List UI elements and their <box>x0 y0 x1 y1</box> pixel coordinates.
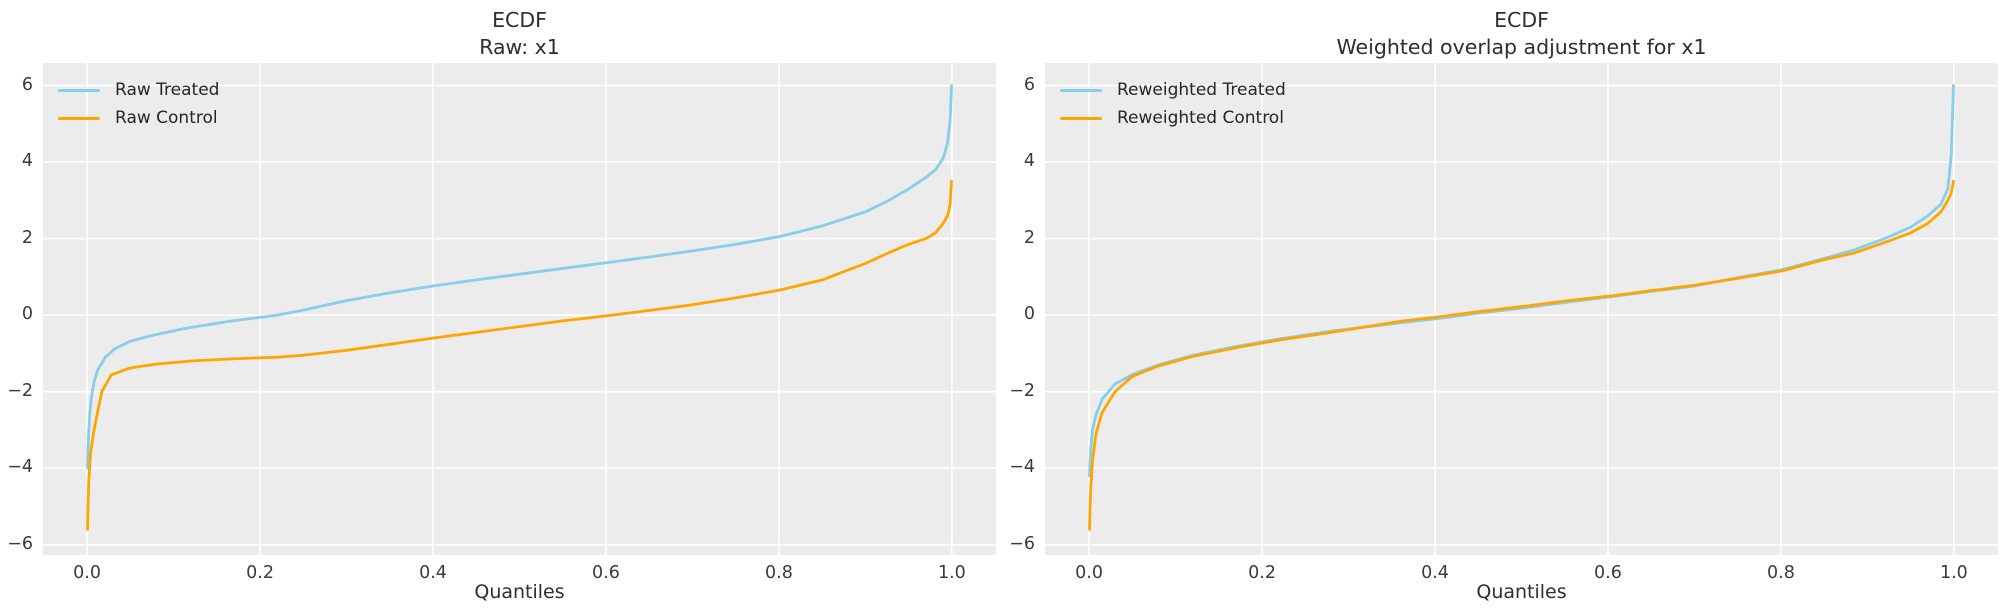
raw-treated-line-swatch <box>58 88 100 92</box>
x-tick-label: 0.8 <box>765 563 793 583</box>
x-tick-label: 1.0 <box>937 563 966 583</box>
series-line-raw-treated <box>86 84 953 470</box>
raw-control-line-swatch <box>58 116 100 120</box>
x-tick-label: 0.8 <box>1767 563 1795 583</box>
y-tick-label: −6 <box>7 533 33 554</box>
y-tick-label: −2 <box>1009 380 1035 401</box>
y-tick-label: 0 <box>1023 304 1035 325</box>
left-plot-legend: Raw Treated Raw Control <box>58 76 219 132</box>
x-tick-label: 0.0 <box>73 563 102 583</box>
legend-row-raw-control: Raw Control <box>58 104 219 132</box>
reweighted-treated-label: Reweighted Treated <box>1117 80 1286 100</box>
x-tick-label: 0.6 <box>592 563 620 583</box>
right-plot-title-line2: Weighted overlap adjustment for x1 <box>1336 35 1707 59</box>
y-tick-label: −2 <box>7 380 33 401</box>
right-plot-xlabel: Quantiles <box>1476 581 1567 603</box>
y-tick-label: 2 <box>21 227 33 248</box>
y-tick-label: 0 <box>21 304 33 325</box>
x-tick-label: 0.2 <box>1248 563 1276 583</box>
legend-row-reweighted-control: Reweighted Control <box>1060 104 1286 132</box>
series-line-reweighted-treated <box>1088 84 1955 478</box>
left-plot-title: ECDF Raw: x1 <box>43 7 996 61</box>
x-tick-label: 0.6 <box>1594 563 1622 583</box>
y-tick-label: 6 <box>1023 74 1035 95</box>
legend-row-reweighted-treated: Reweighted Treated <box>1060 76 1286 104</box>
right-plot-title: ECDF Weighted overlap adjustment for x1 <box>1045 7 1998 61</box>
plot-area-raw <box>43 63 996 555</box>
y-tick-label: −4 <box>7 457 33 478</box>
x-tick-label: 1.0 <box>1939 563 1968 583</box>
right-plot-title-line1: ECDF <box>1494 8 1549 32</box>
left-plot-title-line1: ECDF <box>492 8 547 32</box>
reweighted-control-label: Reweighted Control <box>1117 108 1284 128</box>
x-tick-label: 0.2 <box>246 563 274 583</box>
y-tick-label: −6 <box>1009 533 1035 554</box>
right-plot-legend: Reweighted Treated Reweighted Control <box>1060 76 1286 132</box>
left-plot-title-line2: Raw: x1 <box>479 35 560 59</box>
reweighted-control-line-swatch <box>1060 116 1102 120</box>
y-tick-label: 2 <box>1023 227 1035 248</box>
y-tick-label: −4 <box>1009 457 1035 478</box>
left-plot-xlabel: Quantiles <box>474 581 565 603</box>
raw-treated-label: Raw Treated <box>115 80 220 100</box>
plot-area-weighted <box>1045 63 1998 555</box>
y-tick-label: 4 <box>21 151 33 172</box>
x-tick-label: 0.0 <box>1075 563 1104 583</box>
series-line-reweighted-control <box>1088 179 1955 531</box>
legend-row-raw-treated: Raw Treated <box>58 76 219 104</box>
x-tick-label: 0.4 <box>419 563 447 583</box>
x-tick-label: 0.4 <box>1421 563 1449 583</box>
raw-control-label: Raw Control <box>115 108 218 128</box>
y-tick-label: 6 <box>21 74 33 95</box>
series-line-raw-control <box>86 179 953 531</box>
y-tick-label: 4 <box>1023 151 1035 172</box>
reweighted-treated-line-swatch <box>1060 88 1102 92</box>
